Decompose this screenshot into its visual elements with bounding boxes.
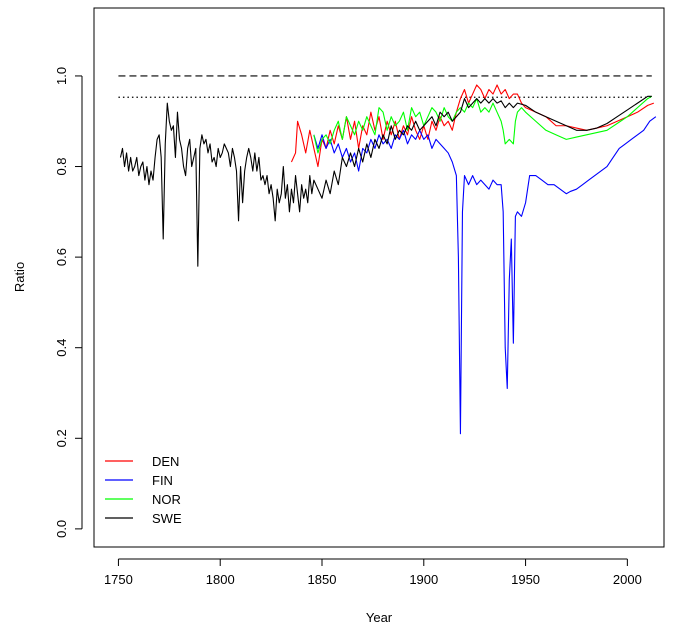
- x-tick-label: 1850: [308, 572, 337, 587]
- y-tick-label: 0.4: [54, 339, 69, 357]
- x-tick-label: 1750: [104, 572, 133, 587]
- y-tick-label: 0.0: [54, 520, 69, 538]
- y-axis: 0.0 0.2 0.4 0.6 0.8 1.0: [54, 67, 83, 538]
- x-tick-label: 1950: [511, 572, 540, 587]
- reference-lines: [118, 75, 652, 98]
- legend-label-nor: NOR: [152, 492, 181, 507]
- x-tick-label: 1800: [206, 572, 235, 587]
- x-axis: 1750 1800 1850 1900 1950 2000: [104, 558, 642, 587]
- x-tick-label: 1900: [409, 572, 438, 587]
- series-line-nor: [313, 95, 653, 154]
- legend: DEN FIN NOR SWE: [105, 454, 182, 526]
- plot-frame: [93, 7, 665, 548]
- series-lines: [119, 84, 657, 435]
- x-axis-title: Year: [366, 610, 393, 625]
- y-tick-label: 0.8: [54, 157, 69, 175]
- series-line-den: [290, 84, 655, 168]
- legend-label-den: DEN: [152, 454, 179, 469]
- series-line-swe: [119, 95, 652, 267]
- y-axis-title: Ratio: [12, 262, 27, 292]
- y-tick-label: 0.6: [54, 248, 69, 266]
- x-tick-label: 2000: [613, 572, 642, 587]
- series-line-fin: [313, 116, 657, 435]
- legend-label-fin: FIN: [152, 473, 173, 488]
- y-tick-label: 0.2: [54, 429, 69, 447]
- legend-label-swe: SWE: [152, 511, 182, 526]
- y-tick-label: 1.0: [54, 67, 69, 85]
